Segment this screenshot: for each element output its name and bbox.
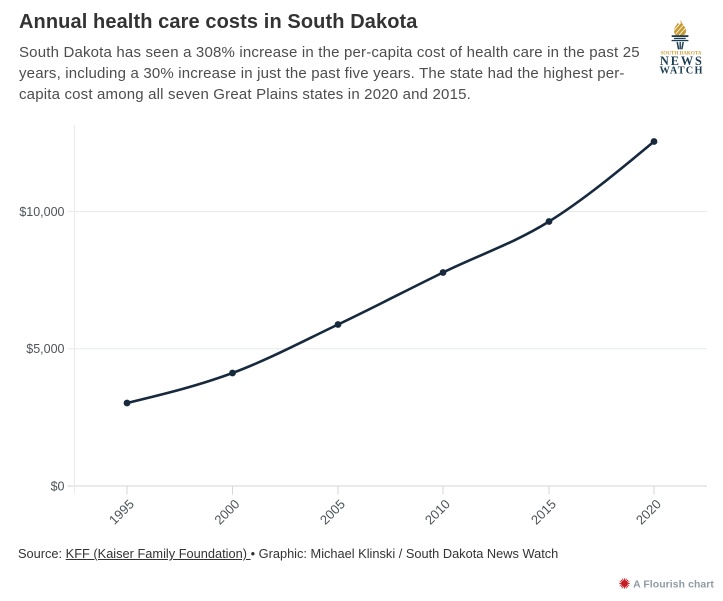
svg-text:SOUTH DAKOTA: SOUTH DAKOTA [660, 50, 701, 56]
svg-text:NEWS: NEWS [660, 54, 704, 68]
svg-text:2020: 2020 [633, 496, 664, 527]
svg-text:2010: 2010 [422, 496, 453, 527]
svg-text:WATCH: WATCH [660, 66, 704, 77]
svg-text:$0: $0 [51, 479, 65, 493]
svg-text:2005: 2005 [317, 496, 348, 527]
svg-text:1995: 1995 [106, 496, 137, 527]
svg-text:$10,000: $10,000 [19, 205, 64, 219]
svg-text:2015: 2015 [528, 496, 559, 527]
svg-text:$5,000: $5,000 [26, 342, 64, 356]
svg-text:2000: 2000 [211, 496, 242, 527]
